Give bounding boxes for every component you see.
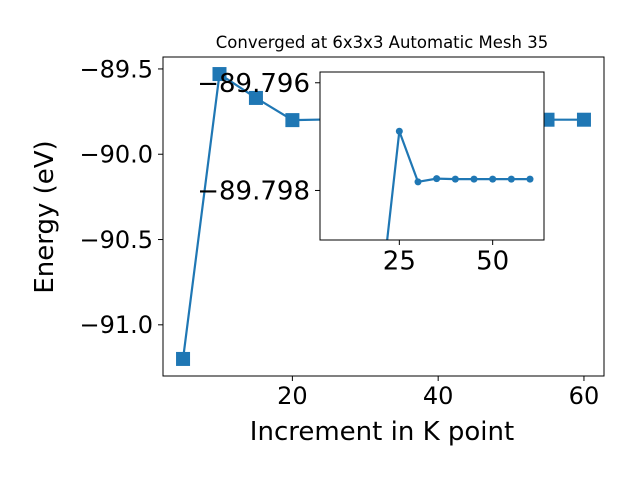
- main-data-point: [248, 90, 263, 105]
- inset-plot-background: [320, 72, 544, 240]
- inset-data-point: [526, 175, 534, 183]
- inset-data-point: [451, 175, 459, 183]
- main-data-point: [576, 112, 591, 127]
- main-y-tick-label: −89.5: [79, 55, 153, 83]
- inset-data-layer: [386, 127, 534, 240]
- y-axis-label: Energy (eV): [30, 140, 60, 293]
- inset-data-point: [433, 175, 441, 183]
- inset-data-point: [395, 127, 403, 135]
- main-data-point: [212, 67, 227, 82]
- main-x-tick-label: 20: [277, 382, 308, 410]
- inset-data-point: [507, 175, 515, 183]
- inset-y-tick-label: −89.798: [197, 177, 310, 207]
- main-axes-frame: [162, 56, 605, 377]
- main-y-tick-label: −91.0: [79, 311, 153, 339]
- main-data-point: [176, 351, 191, 366]
- inset-x-tick-label: 25: [383, 247, 416, 277]
- x-axis-label: Increment in K point: [250, 417, 514, 447]
- main-y-tick-label: −90.5: [79, 226, 153, 254]
- main-y-tick-label: −90.0: [79, 141, 153, 169]
- inset-axes-frame: [319, 71, 545, 241]
- inset-data-point: [414, 178, 422, 186]
- inset-data-point: [489, 175, 497, 183]
- inset-y-tick-label: −89.796: [197, 69, 310, 99]
- main-data-point: [285, 113, 300, 128]
- inset-plot-area: 25 50 −89.798 −89.796: [197, 69, 545, 277]
- main-x-tick-label: 60: [569, 382, 600, 410]
- inset-data-point: [470, 175, 478, 183]
- main-x-tick-label: 40: [423, 382, 454, 410]
- chart-title: Converged at 6x3x3 Automatic Mesh 35: [216, 33, 548, 52]
- inset-x-tick-label: 50: [476, 247, 509, 277]
